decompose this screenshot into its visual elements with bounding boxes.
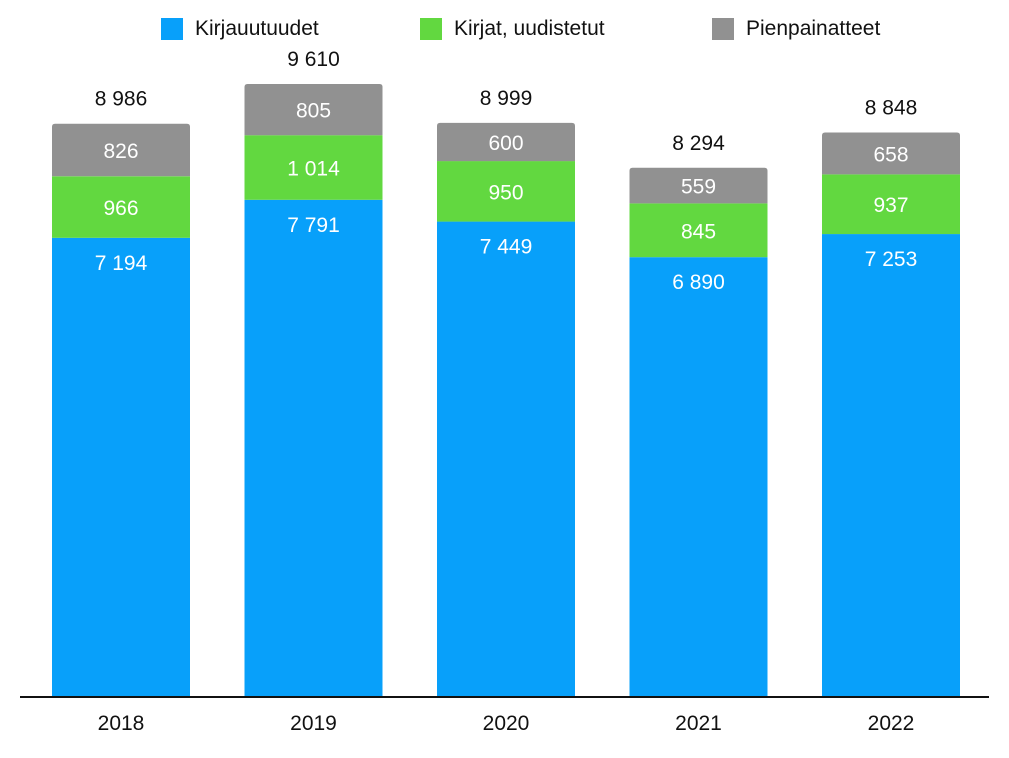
bar-kirjat-uudistetut-2021 [629,203,768,258]
bar-pienpainatteet-2021 [629,167,768,204]
bar-label-pienpainatteet-2019: 805 [296,100,331,123]
chart-legend: Kirjauutuudet Kirjat, uudistetut Pienpai… [0,14,1009,44]
bar-pienpainatteet-2022 [822,132,960,175]
x-tick-label-2021: 2021 [675,712,722,735]
x-tick-label-2022: 2022 [868,712,915,735]
bar-kirjauutuudet-2020 [437,221,575,696]
bar-label-kirjauutuudet-2022: 7 253 [865,248,918,271]
bar-label-kirjat-uudistetut-2019: 1 014 [287,158,340,181]
total-label-2022: 8 848 [865,96,918,119]
bar-label-pienpainatteet-2018: 826 [103,140,138,163]
bar-label-kirjat-uudistetut-2022: 937 [873,194,908,217]
bar-pienpainatteet-2019 [244,83,383,136]
total-label-2020: 8 999 [480,87,533,110]
x-tick-label-2019: 2019 [290,712,337,735]
legend-label-pienpainatteet: Pienpainatteet [746,17,881,40]
bar-kirjat-uudistetut-2020 [437,161,575,222]
bar-label-pienpainatteet-2022: 658 [873,143,908,166]
bar-kirjat-uudistetut-2018 [52,176,190,238]
bar-label-kirjauutuudet-2020: 7 449 [480,236,533,259]
legend-swatch-kirjat-uudistetut [420,18,442,40]
bar-pienpainatteet-2018 [52,123,190,177]
legend-item-kirjat-uudistetut: Kirjat, uudistetut [420,14,605,44]
bar-pienpainatteet-2020 [437,122,575,162]
x-tick-label-2020: 2020 [483,712,530,735]
legend-label-kirjat-uudistetut: Kirjat, uudistetut [454,17,605,40]
bar-kirjat-uudistetut-2022 [822,174,960,235]
x-tick-label-2018: 2018 [98,712,145,735]
legend-swatch-pienpainatteet [712,18,734,40]
bar-label-pienpainatteet-2021: 559 [681,176,716,199]
legend-label-kirjauutuudet: Kirjauutuudet [195,17,319,40]
bar-kirjauutuudet-2021 [629,257,768,696]
legend-item-kirjauutuudet: Kirjauutuudet [161,14,319,44]
bar-kirjauutuudet-2018 [52,237,190,696]
total-label-2018: 8 986 [95,88,148,111]
bar-kirjauutuudet-2022 [822,234,960,697]
total-label-2021: 8 294 [672,132,725,155]
bar-label-kirjat-uudistetut-2021: 845 [681,220,716,243]
legend-item-pienpainatteet: Pienpainatteet [712,14,880,44]
bar-kirjauutuudet-2019 [244,199,383,696]
bar-label-pienpainatteet-2020: 600 [488,132,523,155]
bar-kirjat-uudistetut-2019 [244,135,383,200]
total-label-2019: 9 610 [287,48,340,71]
bar-label-kirjat-uudistetut-2020: 950 [488,181,523,204]
legend-swatch-kirjauutuudet [161,18,183,40]
bar-label-kirjauutuudet-2019: 7 791 [287,214,340,237]
bar-label-kirjauutuudet-2021: 6 890 [672,271,725,294]
bar-label-kirjauutuudet-2018: 7 194 [95,252,148,275]
bar-label-kirjat-uudistetut-2018: 966 [103,197,138,220]
